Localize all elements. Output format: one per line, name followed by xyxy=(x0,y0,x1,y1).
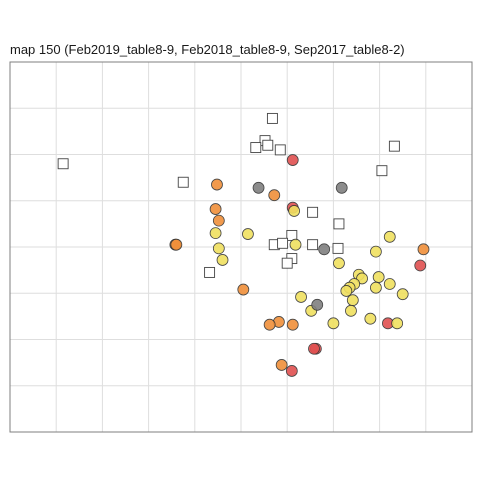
data-point-yellow xyxy=(290,239,301,250)
data-point-gray xyxy=(253,182,264,193)
data-point-gray xyxy=(312,299,323,310)
data-point-yellow xyxy=(333,258,344,269)
data-point-square xyxy=(205,267,215,277)
data-point-orange xyxy=(211,179,222,190)
data-point-yellow xyxy=(289,205,300,216)
data-point-yellow xyxy=(345,305,356,316)
data-point-square xyxy=(251,143,261,153)
data-point-square xyxy=(58,159,68,169)
data-point-yellow xyxy=(365,313,376,324)
data-point-orange xyxy=(171,239,182,250)
data-point-square xyxy=(389,141,399,151)
data-point-square xyxy=(178,177,188,187)
grid-layer xyxy=(10,62,472,432)
circles-layer xyxy=(170,155,429,377)
data-point-square xyxy=(308,240,318,250)
data-point-yellow xyxy=(397,289,408,300)
data-point-yellow xyxy=(242,229,253,240)
data-point-gray xyxy=(319,244,330,255)
data-point-yellow xyxy=(373,272,384,283)
data-point-gray xyxy=(336,182,347,193)
data-point-yellow xyxy=(296,291,307,302)
data-point-yellow xyxy=(213,243,224,254)
data-point-red xyxy=(415,260,426,271)
data-point-orange xyxy=(210,204,221,215)
data-point-red xyxy=(308,343,319,354)
data-point-yellow xyxy=(347,295,358,306)
data-point-orange xyxy=(276,359,287,370)
data-point-orange xyxy=(269,190,280,201)
data-point-yellow xyxy=(217,254,228,265)
data-point-yellow xyxy=(370,246,381,257)
data-point-yellow xyxy=(328,318,339,329)
data-point-yellow xyxy=(384,231,395,242)
data-point-square xyxy=(275,145,285,155)
data-point-orange xyxy=(213,215,224,226)
data-point-yellow xyxy=(210,228,221,239)
data-point-yellow xyxy=(341,285,352,296)
data-point-orange xyxy=(264,319,275,330)
data-point-square xyxy=(308,207,318,217)
squares-layer xyxy=(58,113,399,277)
data-point-orange xyxy=(287,319,298,330)
data-point-orange xyxy=(238,284,249,295)
data-point-square xyxy=(267,113,277,123)
data-point-square xyxy=(377,166,387,176)
data-point-orange xyxy=(418,244,429,255)
data-point-square xyxy=(333,243,343,253)
data-point-yellow xyxy=(392,318,403,329)
data-point-square xyxy=(263,140,273,150)
data-point-yellow xyxy=(370,282,381,293)
data-point-red xyxy=(287,155,298,166)
data-point-red xyxy=(286,365,297,376)
data-point-square xyxy=(278,238,288,248)
data-point-square xyxy=(334,219,344,229)
data-point-yellow xyxy=(384,279,395,290)
data-point-square xyxy=(282,258,292,268)
